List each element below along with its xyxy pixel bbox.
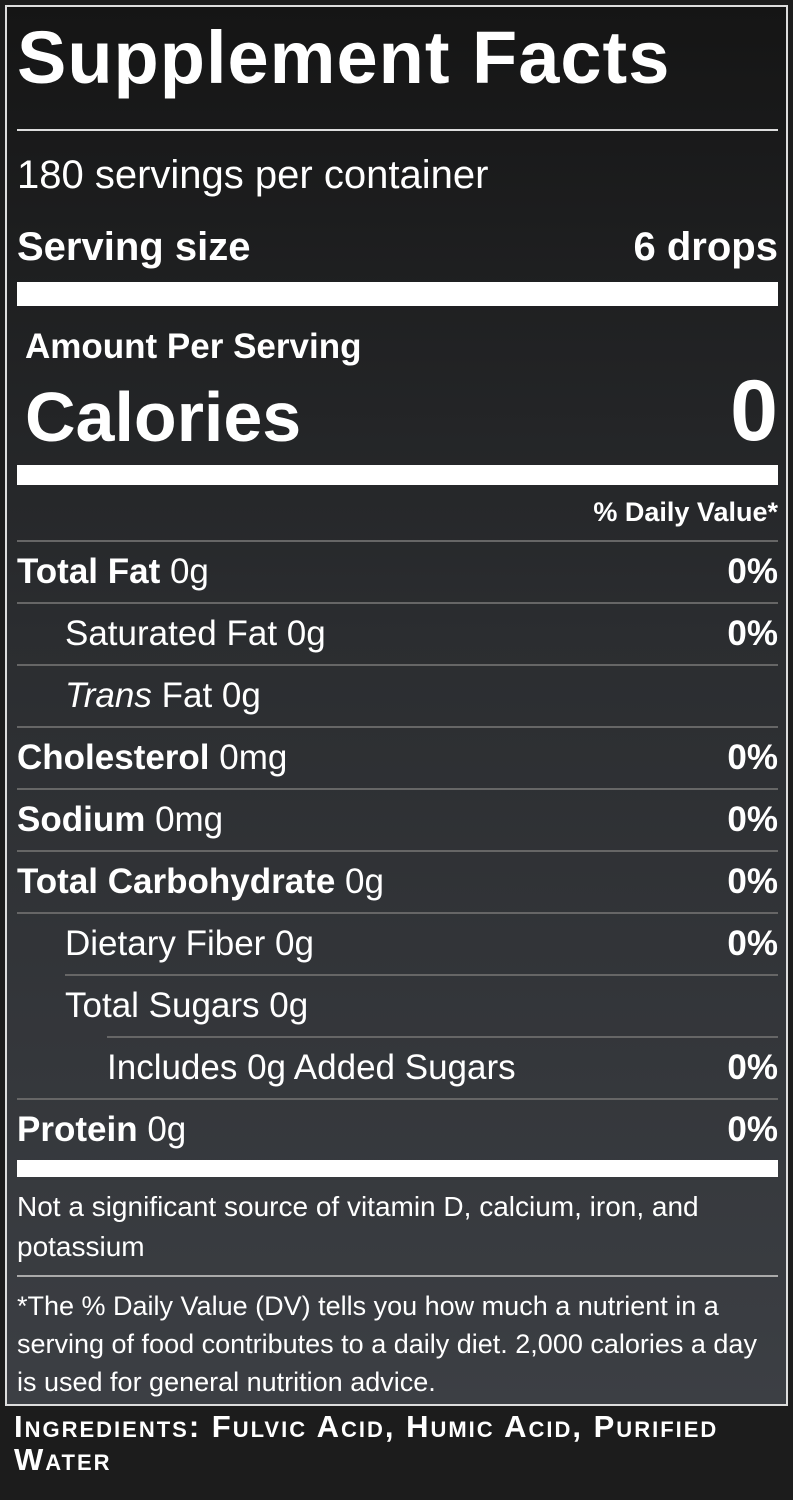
calories-value: 0 [730,363,778,459]
thick-rule [17,282,778,306]
row-label: Trans Fat 0g [65,666,261,726]
nutrient-row: Total Carbohydrate 0g 0% [17,850,778,914]
servings: 180 servings per container [17,153,489,197]
daily-value: 0% [727,738,778,777]
title: Supplement Facts [17,16,671,99]
note: Not a significant source of vitamin D, c… [17,1191,699,1262]
thick-rule [17,465,778,485]
nutrient-amount: 0mg [219,738,288,777]
row-label: Total Fat 0g [17,542,209,602]
thick-rule [17,1160,778,1177]
daily-value: 0% [727,924,778,963]
nutrient-text: Fat 0g [161,676,261,715]
nutrient-row: Trans Fat 0g [17,664,778,728]
nutrient-amount: 0mg [155,800,224,839]
nutrient-amount: 0g [147,1110,187,1149]
daily-value: 0% [727,1110,778,1149]
nutrient-name: Total Fat [17,552,161,591]
row-label: Cholesterol 0mg [17,728,287,788]
nutrient-row: Saturated Fat 0g 0% [17,602,778,666]
nutrient-text: Total Sugars 0g [65,986,309,1025]
nutrient-text: Saturated Fat 0g [65,614,326,653]
daily-value: 0% [727,614,778,653]
nutrient-name: Sodium [17,800,146,839]
daily-value: 0% [727,800,778,839]
nutrient-name: Total Carbohydrate [17,862,336,901]
nutrient-italic: Trans [65,676,152,715]
ingredients-value: Fulvic Acid, Humic Acid, Purified Water [14,1409,719,1477]
daily-value: 0% [727,1048,778,1087]
calories-label: Calories [25,378,302,456]
row-label: Sodium 0mg [17,790,223,850]
nutrient-text: Dietary Fiber 0g [65,924,314,963]
row-label: Protein 0g [17,1100,186,1160]
amount-per-serving: Amount Per Serving [25,327,362,366]
nutrient-row: Total Sugars 0g [65,974,778,1038]
ingredients: Ingredients: Fulvic Acid, Humic Acid, Pu… [14,1410,784,1476]
nutrient-name: Protein [17,1110,138,1149]
serving-size-value: 6 drops [633,225,778,269]
nutrient-row: Cholesterol 0mg 0% [17,726,778,790]
serving-size-label: Serving size [17,225,251,269]
nutrient-row: Dietary Fiber 0g 0% [17,912,778,976]
footnote: *The % Daily Value (DV) tells you how mu… [17,1291,757,1397]
nutrient-row: Protein 0g 0% [17,1098,778,1162]
nutrient-row: Sodium 0mg 0% [17,788,778,852]
nutrient-row: Includes 0g Added Sugars 0% [107,1036,778,1100]
nutrient-text: Includes 0g Added Sugars [107,1048,516,1087]
nutrient-amount: 0g [169,552,209,591]
nutrient-name: Cholesterol [17,738,210,777]
daily-value: 0% [727,552,778,591]
row-label: Total Carbohydrate 0g [17,852,384,912]
rule [17,1275,778,1277]
nutrient-row: Total Fat 0g 0% [17,540,778,604]
label: Supplement Facts 180 servings per contai… [5,5,788,1406]
rule [17,129,778,131]
ingredients-label: Ingredients: [14,1409,202,1444]
daily-value: 0% [727,862,778,901]
daily-value-header: % Daily Value* [593,497,778,527]
nutrient-amount: 0g [345,862,384,901]
